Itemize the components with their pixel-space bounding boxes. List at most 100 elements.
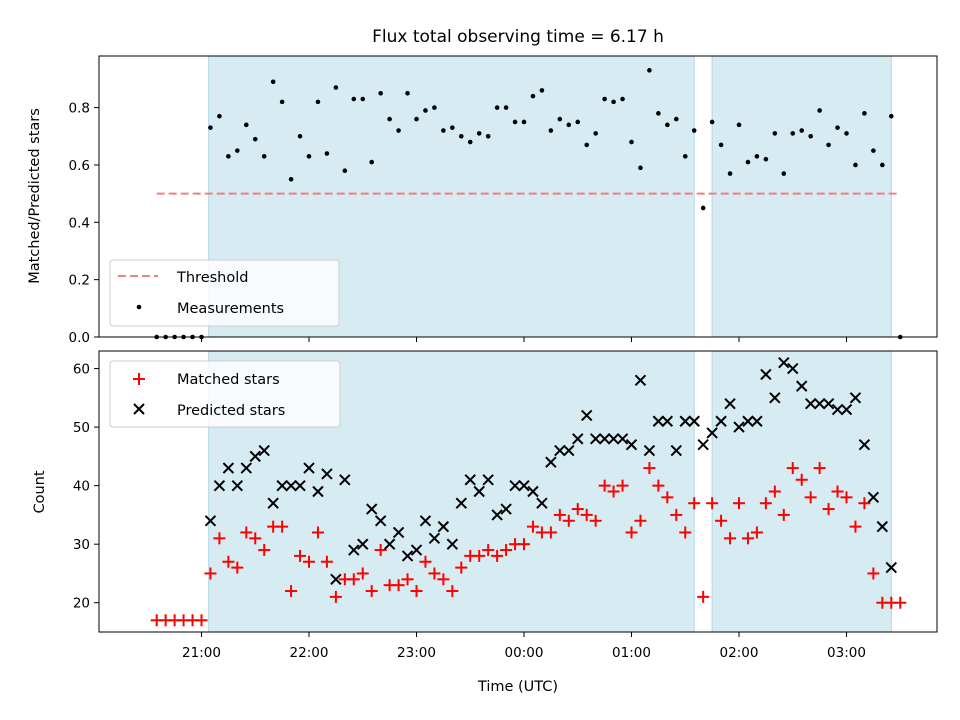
bot-observing-window-2 [711, 350, 892, 633]
matched-star-point [759, 497, 772, 510]
legend-measurements-label: Measurements [177, 301, 284, 317]
predicted-star-point [822, 397, 835, 410]
measurement-point [754, 154, 760, 159]
matched-star-point [795, 473, 808, 486]
top-y-tick-label: 0.8 [69, 101, 90, 117]
predicted-star-point [357, 538, 369, 550]
matched-star-point [804, 491, 817, 504]
measurement-point [844, 131, 849, 136]
measurement-point [235, 148, 240, 153]
measurement-point [781, 171, 787, 176]
predicted-star-point [258, 444, 270, 457]
matched-star-point [688, 497, 701, 510]
predicted-star-point [563, 444, 575, 457]
matched-star-point [410, 585, 423, 598]
measurement-point [315, 99, 321, 105]
measurement-point [378, 90, 383, 96]
measurement-point [880, 162, 885, 168]
predicted-star-point [294, 479, 306, 492]
predicted-star-point [724, 397, 736, 410]
measurement-point [799, 128, 805, 133]
matched-star-point [240, 526, 253, 539]
matched-star-point [607, 485, 620, 498]
measurement-point [432, 105, 437, 110]
matched-star-point [204, 567, 217, 580]
measurement-point [665, 122, 670, 128]
count-legend: Matched stars Predicted stars [109, 360, 341, 428]
matched-star-point [195, 614, 208, 627]
predicted-star-point [831, 403, 844, 416]
predicted-star-point [598, 433, 611, 445]
predicted-star-point [643, 444, 656, 457]
measurement-point [871, 148, 876, 153]
matched-star-point [294, 549, 307, 562]
top-y-tick-label: 0.2 [69, 273, 90, 289]
x-tick-label: 02:00 [720, 645, 759, 661]
matched-star-point [231, 561, 244, 574]
measurement-point [324, 151, 330, 156]
bot-y-tick-label: 60 [73, 362, 90, 378]
bot-y-tick-label: 40 [73, 479, 90, 495]
matched-star-point [786, 462, 799, 475]
predicted-star-point [679, 415, 691, 427]
predicted-star-point [813, 397, 826, 410]
measurement-point [208, 125, 213, 130]
measurement-point [763, 156, 769, 162]
measurement-point [656, 111, 661, 116]
predicted-star-point [625, 438, 638, 451]
predicted-star-point [652, 415, 665, 427]
bot-y-tick-label: 30 [73, 537, 90, 553]
matched-star-point [320, 555, 333, 568]
predicted-star-point [581, 409, 593, 422]
predicted-star-point [751, 415, 763, 427]
chart-title: Flux total observing time = 6.17 h [372, 27, 664, 47]
matched-star-point [813, 462, 826, 475]
matched-star-point [401, 573, 414, 586]
predicted-star-point [804, 397, 817, 410]
measurement-point [369, 159, 375, 165]
matched-star-point [840, 491, 853, 504]
matched-star-point [526, 520, 539, 533]
matched-star-point [652, 479, 665, 492]
measurement-point [539, 88, 545, 93]
matched-star-point [616, 479, 629, 492]
predicted-star-point [554, 444, 566, 457]
measurement-point [835, 125, 840, 130]
predicted-star-point [303, 462, 315, 474]
measurement-point [396, 128, 401, 133]
predicted-star-point [392, 526, 405, 539]
predicted-star-point [231, 479, 244, 492]
predicted-star-point [536, 497, 548, 509]
matched-star-point [356, 567, 369, 580]
matched-star-point [562, 514, 575, 527]
measurement-point [548, 128, 554, 133]
matched-star-point [831, 485, 844, 498]
predicted-star-point [473, 485, 485, 498]
matched-star-point [276, 520, 289, 533]
matched-star-point [858, 497, 871, 510]
measurement-point [467, 139, 473, 145]
measurement-point [270, 79, 276, 85]
measurement-point [566, 122, 572, 128]
measurement-point [521, 119, 527, 125]
top-y-tick-label: 0.6 [69, 158, 90, 174]
count-panel: 20 30 40 50 60 21:00 22:00 23:00 00:00 01:00 02:0… [32, 350, 938, 661]
matched-star-point [679, 526, 692, 539]
matched-star-point [258, 544, 271, 557]
measurement-point [261, 154, 267, 159]
x-tick-label: 21:00 [182, 645, 221, 661]
matched-star-point [643, 462, 656, 475]
x-tick-label: 03:00 [827, 645, 866, 661]
matched-star-point [589, 514, 602, 527]
measurement-point [414, 116, 419, 122]
predicted-star-point [285, 479, 297, 492]
x-tick-label: 23:00 [397, 645, 436, 661]
measurement-point [476, 131, 482, 136]
legend-measurements-swatch [136, 304, 142, 310]
measurement-point [593, 131, 598, 136]
measurement-point [826, 142, 831, 148]
matched-star-point [491, 549, 504, 562]
predicted-star-point [589, 433, 602, 445]
measurement-point [557, 116, 563, 122]
predicted-star-point [437, 520, 450, 533]
